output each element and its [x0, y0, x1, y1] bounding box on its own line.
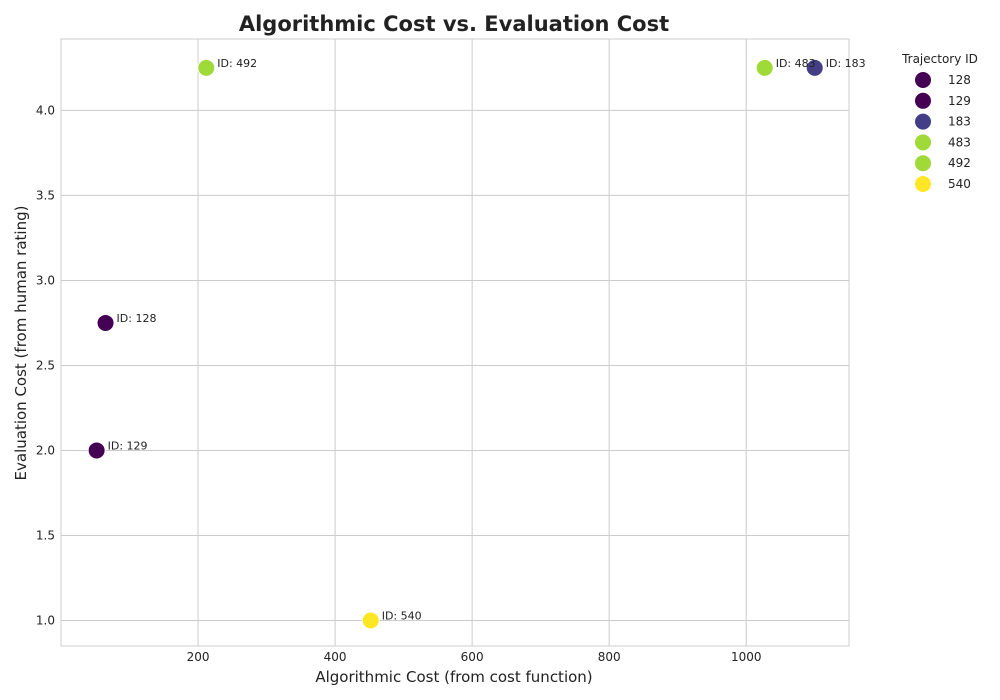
data-labels: ID: 128 ID: 129 ID: 183 ID: 483 ID: 492 ID: 5… [108, 57, 866, 623]
data-label: ID: 540 [382, 609, 422, 622]
grid [61, 39, 849, 646]
legend-marker [914, 112, 932, 131]
x-axis-ticks: 200 400 600 800 1000 [187, 650, 762, 664]
plot-frame [60, 38, 850, 647]
legend: Trajectory ID 128 129 183 483 492 540 [901, 52, 978, 193]
data-point [197, 58, 216, 77]
data-points [87, 58, 824, 630]
y-tick-label: 1.0 [36, 613, 55, 627]
chart-title: Algorithmic Cost vs. Evaluation Cost [239, 12, 669, 36]
data-label: ID: 129 [108, 439, 148, 452]
y-axis-ticks: 1.0 1.5 2.0 2.5 3.0 3.5 4.0 [36, 103, 55, 627]
x-tick-label: 200 [187, 650, 210, 664]
x-tick-label: 400 [324, 650, 347, 664]
legend-label: 183 [948, 115, 971, 129]
legend-marker [914, 175, 932, 193]
legend-marker [914, 91, 932, 110]
data-point [805, 58, 824, 77]
y-tick-label: 3.0 [36, 273, 55, 287]
data-point [755, 58, 774, 77]
legend-label: 129 [948, 94, 971, 108]
data-label: ID: 183 [826, 57, 866, 70]
x-axis-label: Algorithmic Cost (from cost function) [315, 668, 592, 686]
data-point [96, 313, 115, 332]
data-label: ID: 483 [776, 57, 816, 70]
x-tick-label: 1000 [731, 650, 762, 664]
legend-label: 540 [948, 177, 971, 191]
legend-label: 128 [948, 73, 971, 87]
data-label: ID: 492 [217, 57, 257, 70]
data-point [87, 441, 106, 460]
x-tick-label: 600 [461, 650, 484, 664]
legend-marker [914, 71, 932, 89]
legend-title: Trajectory ID [901, 52, 978, 66]
x-tick-label: 800 [598, 650, 621, 664]
y-tick-label: 2.5 [36, 358, 55, 372]
data-label: ID: 128 [117, 312, 157, 325]
data-point [361, 611, 380, 630]
legend-label: 492 [948, 156, 971, 170]
legend-marker [914, 133, 932, 152]
legend-label: 483 [948, 135, 971, 149]
y-tick-label: 4.0 [36, 103, 55, 117]
y-tick-label: 1.5 [36, 528, 55, 542]
y-axis-label: Evaluation Cost (from human rating) [12, 206, 30, 481]
y-tick-label: 3.5 [36, 188, 55, 202]
y-tick-label: 2.0 [36, 443, 55, 457]
legend-marker [914, 154, 932, 173]
